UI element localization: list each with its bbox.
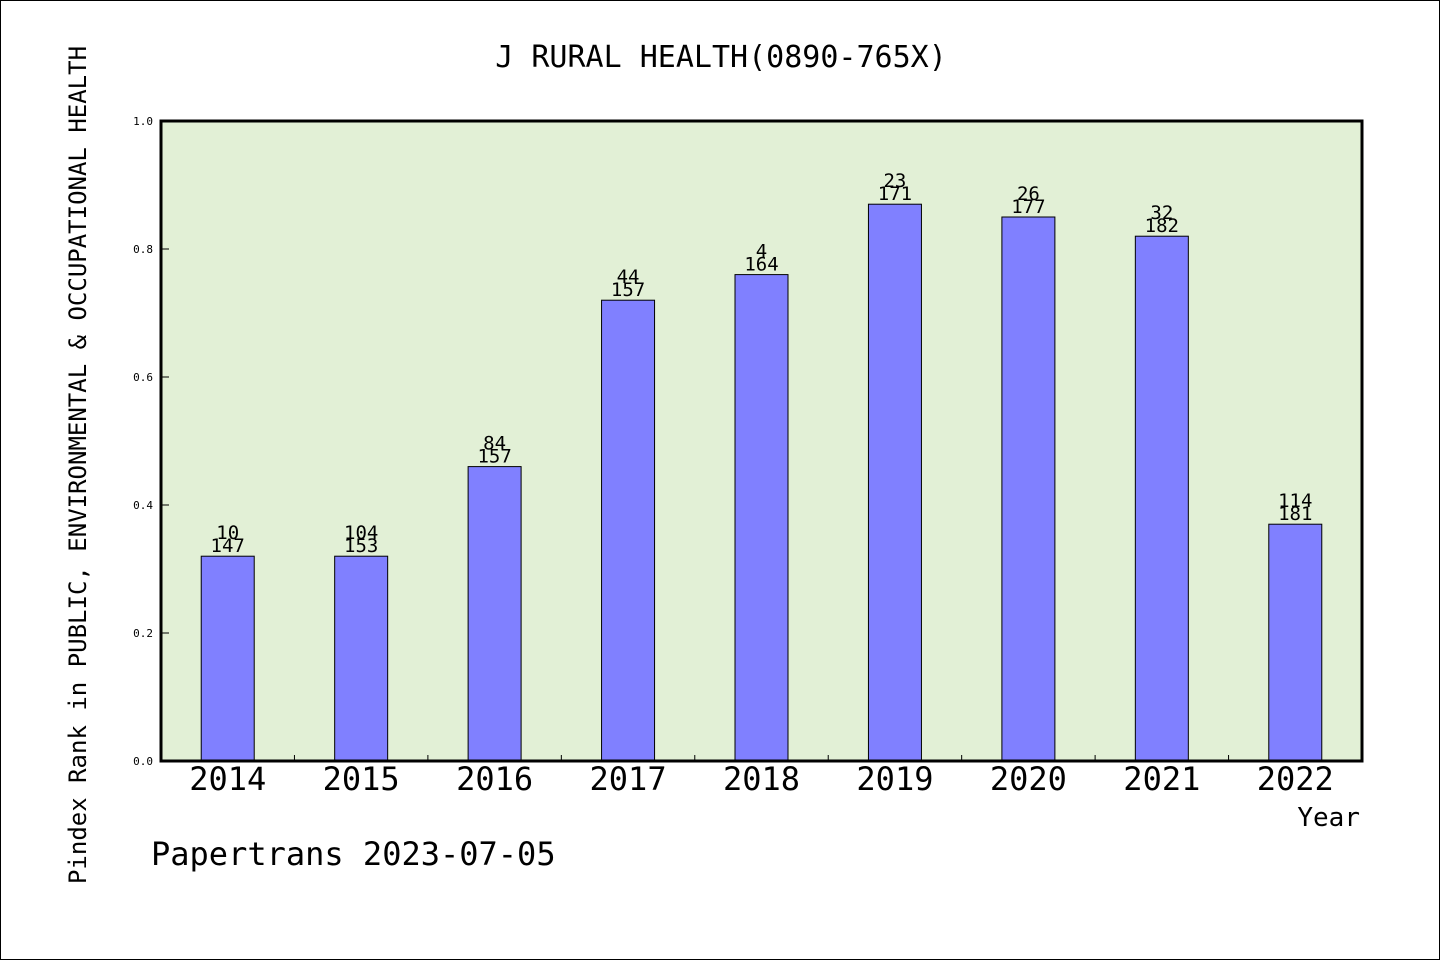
y-tick-label: 1.0 [133, 115, 153, 128]
bar-2021 [1134, 235, 1189, 762]
total-label: 147 [211, 535, 245, 557]
y-tick-label: 0.4 [133, 499, 153, 512]
plot-border [159, 119, 1364, 763]
total-label: 182 [1145, 215, 1179, 237]
total-label: 177 [1011, 196, 1045, 218]
total-label: 171 [878, 183, 912, 205]
bar-2020 [1001, 216, 1056, 762]
bar-2018 [734, 274, 789, 762]
bar-2014 [200, 555, 255, 762]
x-tick-label: 2020 [990, 760, 1067, 798]
total-label: 181 [1278, 503, 1312, 525]
bar-2017 [601, 299, 656, 762]
bar-2015 [334, 555, 389, 762]
y-axis-label: Pindex Rank in PUBLIC, ENVIRONMENTAL & O… [64, 46, 92, 884]
y-tick-label: 0.2 [133, 627, 153, 640]
bar-2022 [1268, 523, 1323, 762]
total-label: 164 [744, 254, 778, 276]
y-axis: 0.0 0.2 0.4 0.6 0.8 1.0 [133, 115, 169, 768]
rank-label: 26 [1017, 183, 1040, 205]
rank-label: 10 [216, 522, 239, 544]
rank-label: 114 [1278, 490, 1312, 512]
x-tick-label: 2016 [456, 760, 533, 798]
footer-note: Papertrans 2023-07-05 [151, 835, 556, 873]
total-label: 157 [611, 279, 645, 301]
y-tick-label: 0.8 [133, 243, 153, 256]
x-tick-label: 2018 [723, 760, 800, 798]
rank-label: 4 [756, 241, 767, 263]
rank-label: 84 [483, 433, 506, 455]
rank-label: 23 [883, 170, 906, 192]
bar-2019 [867, 203, 922, 762]
x-tick-label: 2021 [1123, 760, 1200, 798]
x-tick-label: 2022 [1257, 760, 1334, 798]
rank-label: 44 [617, 266, 640, 288]
total-label: 153 [344, 535, 378, 557]
rank-label: 104 [344, 522, 378, 544]
x-tick-label: 2014 [189, 760, 266, 798]
rank-label: 32 [1150, 202, 1173, 224]
y-tick-label: 0.0 [133, 755, 153, 768]
x-tick-label: 2017 [590, 760, 667, 798]
y-tick-label: 0.6 [133, 371, 153, 384]
x-axis: 2014 2015 2016 2017 2018 2019 2020 2021 2022 [189, 755, 1334, 798]
x-axis-label: Year [1297, 803, 1360, 833]
chart-title: J RURAL HEALTH(0890-765X) [495, 40, 947, 75]
x-tick-label: 2015 [323, 760, 400, 798]
total-label: 157 [477, 446, 511, 468]
bar-2016 [467, 466, 522, 762]
x-tick-label: 2019 [856, 760, 933, 798]
